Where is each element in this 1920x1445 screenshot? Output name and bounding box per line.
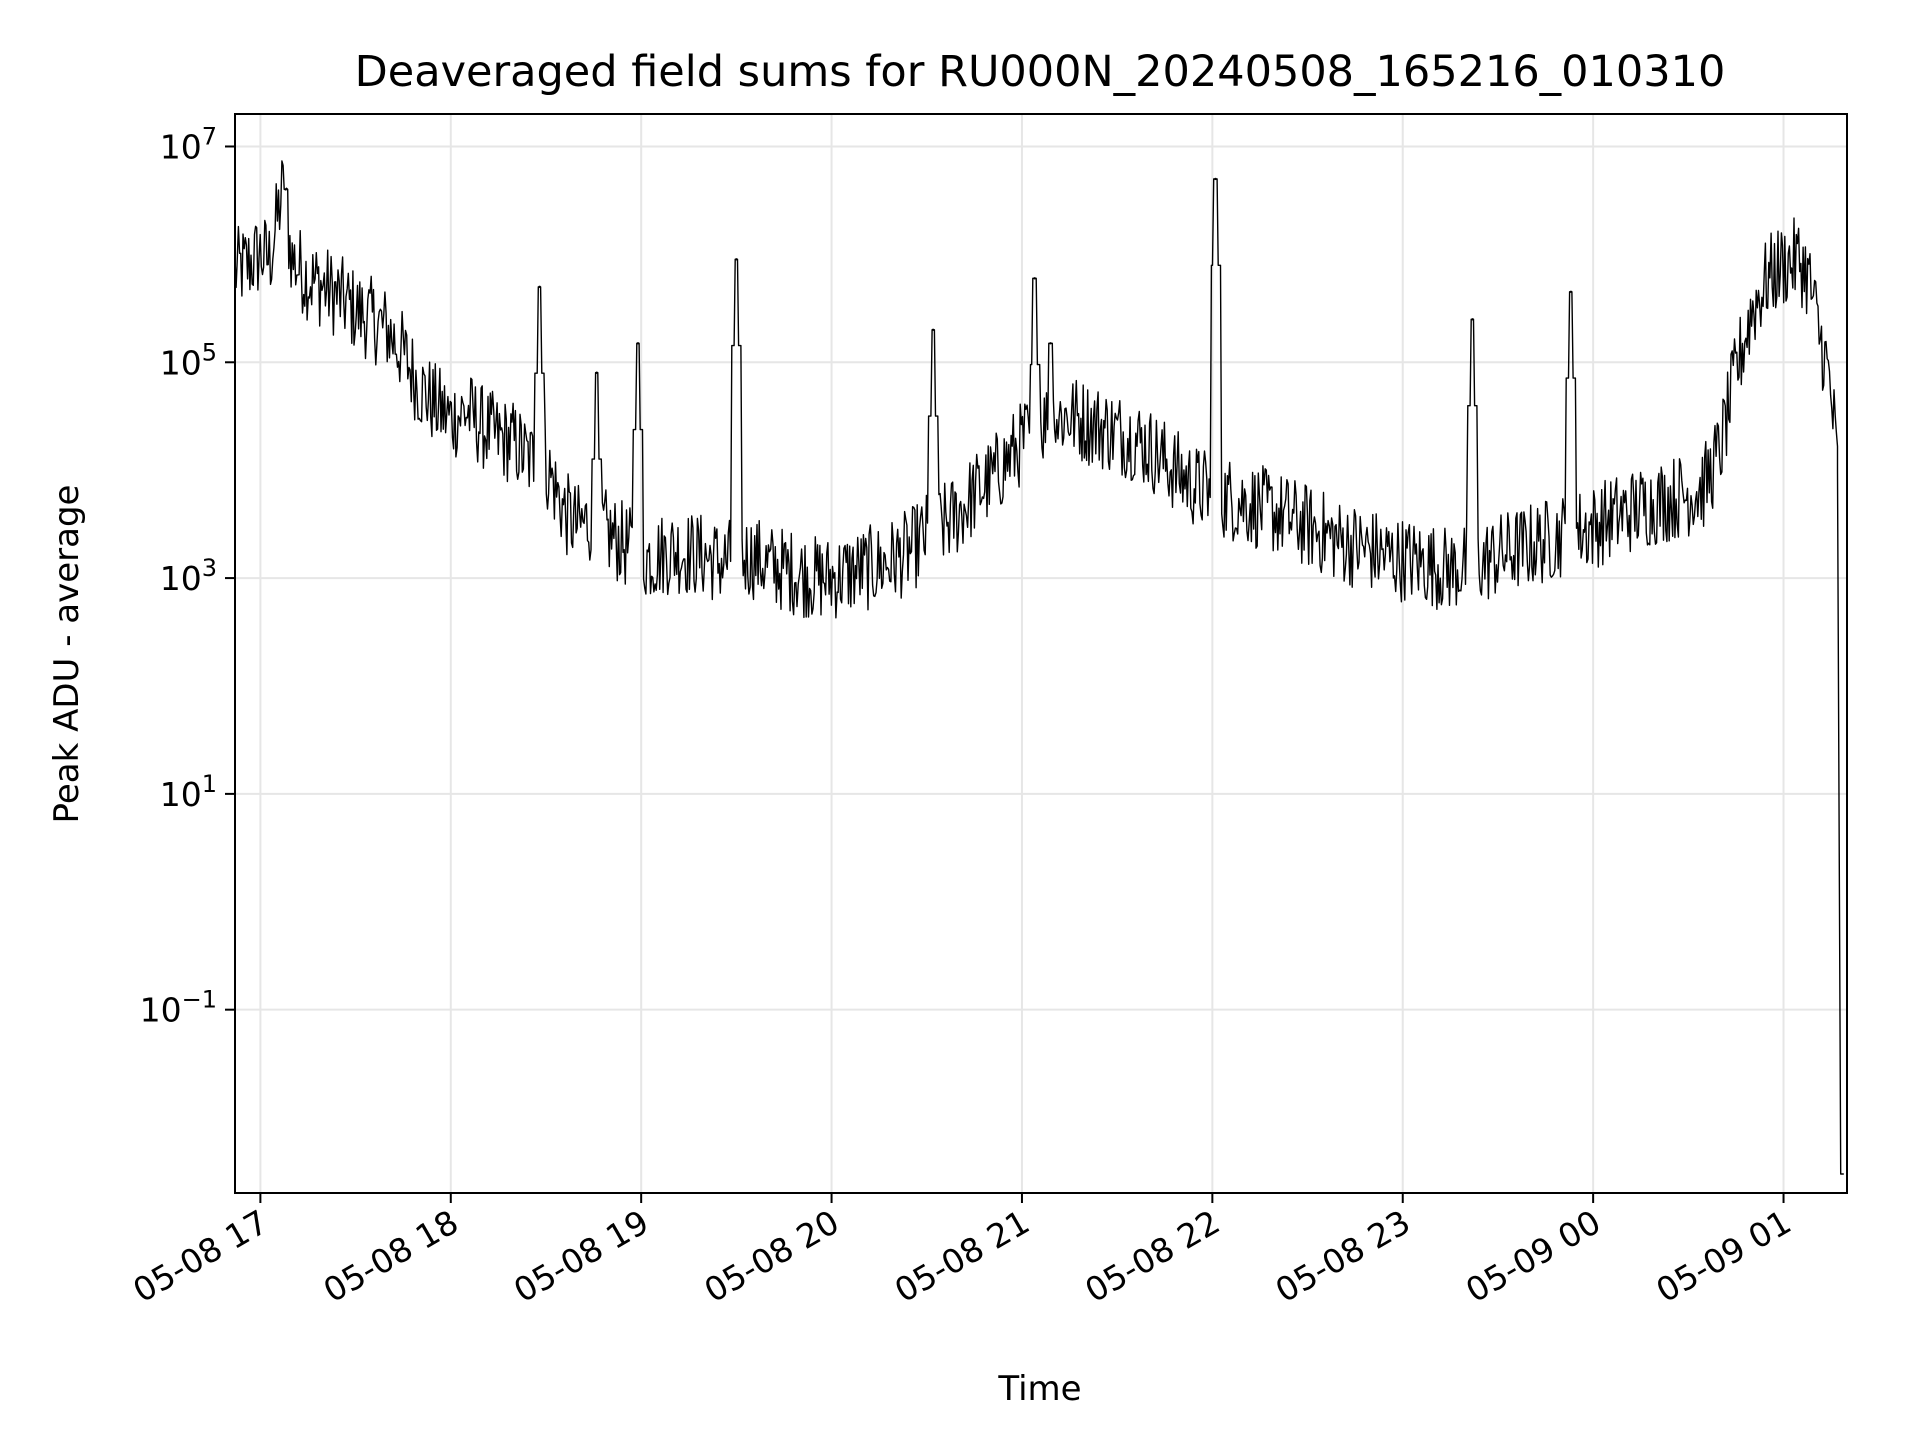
x-tick-label: 05-08 19 [507,1202,655,1310]
x-tick-label: 05-08 17 [126,1202,274,1310]
y-tick-label: 101 [160,770,217,814]
spike-point [595,371,598,374]
x-tick-label: 05-09 00 [1459,1202,1607,1310]
spike-point [636,342,640,345]
y-tick-base: 10 [160,127,202,166]
spike-point [1049,342,1052,345]
y-axis-label: Peak ADU - average [47,485,87,824]
x-axis: 05-08 17 05-08 18 05-08 19 05-08 20 05-08 21… [126,1193,1798,1310]
y-tick-exponent: 5 [202,338,217,366]
x-tick-label: 05-08 20 [698,1202,846,1310]
y-tick-exponent: 7 [202,122,217,150]
y-tick-base: 10 [160,559,202,598]
spike-point [538,285,541,289]
x-tick-label: 05-08 22 [1078,1202,1226,1310]
y-tick-label: 107 [160,122,217,166]
series-layer [234,160,1844,1175]
spike-point [1033,277,1036,280]
x-tick-label: 05-08 18 [317,1202,465,1310]
series-line [234,160,1844,1175]
spike-point [1569,290,1573,293]
y-tick-base: 10 [140,991,182,1030]
x-axis-label: Time [997,1369,1081,1409]
y-tick-base: 10 [160,775,202,814]
plot-area-frame [234,113,1848,1194]
y-tick-exponent: 3 [202,554,217,582]
spike-point [931,328,935,331]
spike-point [1471,318,1474,321]
y-tick-label: 103 [160,554,217,598]
x-tick-label: 05-08 23 [1269,1202,1417,1310]
x-tick-label: 05-08 21 [888,1202,1036,1310]
y-tick-label: 10−1 [140,986,217,1030]
spike-point [1214,177,1217,181]
spike-point [284,188,287,191]
chart-title: Deaveraged field sums for RU000N_2024050… [355,47,1726,97]
y-tick-exponent: −1 [182,986,217,1014]
x-tick-label: 05-09 01 [1650,1202,1798,1310]
y-tick-exponent: 1 [202,770,217,798]
y-tick-label: 105 [160,338,217,382]
grid-lines [235,114,1847,1193]
spike-point [735,258,738,261]
y-tick-base: 10 [160,343,202,382]
